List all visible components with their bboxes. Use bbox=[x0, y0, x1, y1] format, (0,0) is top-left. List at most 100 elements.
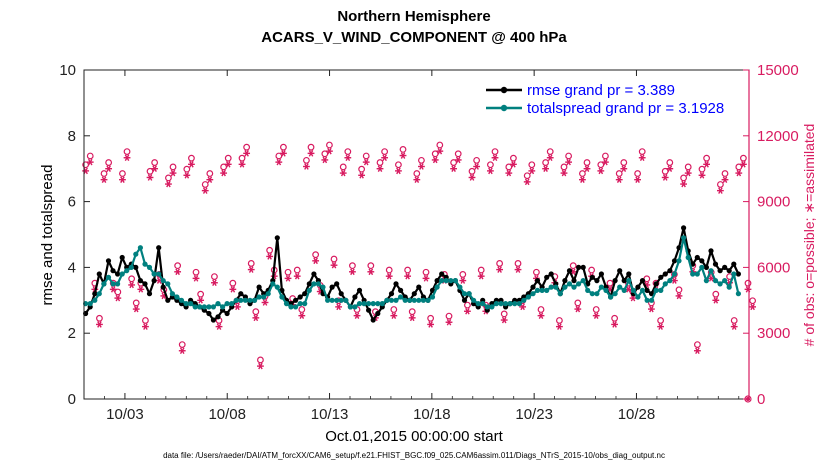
rmse-point bbox=[580, 264, 586, 270]
obs-possible-point bbox=[703, 154, 711, 162]
spread-point bbox=[201, 304, 207, 310]
obs-possible-point bbox=[132, 299, 140, 307]
obs-assimilated-point bbox=[735, 169, 743, 177]
obs-assimilated-point bbox=[661, 174, 669, 181]
rmse-point bbox=[612, 278, 618, 284]
obs-assimilated-point bbox=[280, 150, 287, 157]
spread-point bbox=[443, 278, 449, 284]
spread-point bbox=[635, 294, 641, 300]
obs-possible-point bbox=[114, 288, 122, 296]
obs-possible-point bbox=[330, 255, 338, 263]
obs-possible-point bbox=[542, 159, 550, 166]
rmse-point bbox=[699, 258, 705, 264]
obs-assimilated-point bbox=[307, 150, 315, 157]
spread-point bbox=[242, 297, 248, 303]
obs-possible-point bbox=[418, 156, 425, 164]
spread-point bbox=[690, 271, 696, 277]
obs-assimilated-point bbox=[174, 268, 182, 276]
obs-assimilated-point bbox=[657, 323, 665, 330]
spread-point bbox=[717, 281, 723, 287]
obs-possible-point bbox=[721, 170, 729, 177]
rmse-point bbox=[156, 245, 162, 251]
rmse-point bbox=[115, 271, 121, 277]
rmse-point bbox=[653, 281, 659, 287]
x-tick-label: 10/13 bbox=[311, 406, 349, 423]
obs-assimilated-point bbox=[505, 169, 513, 177]
spread-point bbox=[580, 278, 586, 284]
spread-point bbox=[566, 281, 573, 287]
rmse-point bbox=[681, 225, 687, 231]
obs-assimilated-point bbox=[298, 312, 306, 319]
spread-point bbox=[366, 301, 372, 307]
rmse-point bbox=[544, 274, 550, 280]
obs-assimilated-point bbox=[546, 154, 554, 162]
spread-point bbox=[703, 278, 710, 284]
obs-assimilated-point bbox=[293, 272, 301, 280]
rmse-point bbox=[671, 258, 678, 264]
y-axis-label: rmse and totalspread bbox=[39, 165, 56, 306]
spread-point bbox=[489, 304, 495, 310]
rmse-point bbox=[306, 281, 312, 287]
spread-point bbox=[251, 297, 258, 303]
obs-possible-point bbox=[684, 163, 692, 171]
spread-point bbox=[92, 297, 98, 303]
spread-point bbox=[101, 281, 107, 287]
obs-assimilated-point bbox=[445, 318, 453, 326]
obs-assimilated-point bbox=[468, 174, 476, 181]
spread-point bbox=[662, 281, 668, 287]
obs-assimilated-point bbox=[109, 286, 117, 293]
rmse-point bbox=[137, 278, 143, 284]
spread-point bbox=[274, 284, 280, 290]
spread-point bbox=[544, 287, 550, 293]
rmse-point bbox=[416, 284, 422, 290]
spread-point bbox=[649, 297, 655, 303]
obs-assimilated-point bbox=[523, 178, 531, 186]
obs-assimilated-point bbox=[385, 272, 393, 280]
obs-possible-point bbox=[284, 268, 292, 276]
rmse-point bbox=[311, 271, 317, 277]
obs-assimilated-point bbox=[96, 321, 103, 328]
spread-point bbox=[215, 301, 221, 307]
obs-possible-point bbox=[123, 148, 131, 155]
obs-possible-point bbox=[142, 317, 149, 324]
spread-point bbox=[124, 268, 130, 274]
rmse-point bbox=[708, 248, 714, 254]
obs-assimilated-point bbox=[450, 165, 458, 172]
spread-point bbox=[261, 294, 267, 300]
spread-point bbox=[598, 284, 605, 290]
spread-point bbox=[548, 284, 554, 290]
rmse-point bbox=[215, 314, 221, 320]
obs-assimilated-point bbox=[574, 305, 582, 313]
spread-point bbox=[626, 278, 632, 284]
rmse-point bbox=[302, 291, 308, 297]
obs-possible-point bbox=[413, 170, 421, 177]
legend-rmse-label: rmse grand pr = 3.389 bbox=[527, 82, 675, 99]
obs-possible-point bbox=[151, 159, 159, 166]
rmse-point bbox=[662, 271, 668, 277]
obs-possible-point bbox=[657, 317, 665, 324]
obs-assimilated-point bbox=[275, 158, 283, 166]
obs-assimilated-point bbox=[326, 147, 333, 155]
spread-point bbox=[480, 301, 486, 307]
x-tick-label: 10/18 bbox=[413, 406, 451, 423]
obs-assimilated-point bbox=[680, 180, 688, 188]
spread-point bbox=[375, 301, 381, 307]
rmse-point bbox=[375, 310, 381, 317]
spread-point bbox=[639, 287, 646, 293]
obs-assimilated-point bbox=[303, 163, 310, 170]
rmse-point bbox=[142, 281, 148, 287]
spread-point bbox=[388, 297, 395, 303]
spread-point bbox=[352, 304, 358, 310]
obs-possible-point bbox=[408, 308, 416, 316]
spread-point bbox=[197, 304, 203, 310]
rmse-point bbox=[293, 297, 299, 303]
obs-assimilated-point bbox=[183, 171, 191, 179]
spread-point bbox=[137, 245, 143, 251]
rmse-point bbox=[206, 310, 212, 317]
spread-point bbox=[183, 301, 189, 307]
spread-point bbox=[288, 304, 294, 310]
spread-point bbox=[306, 287, 312, 293]
spread-point bbox=[521, 297, 527, 303]
rmse-point bbox=[626, 271, 632, 277]
